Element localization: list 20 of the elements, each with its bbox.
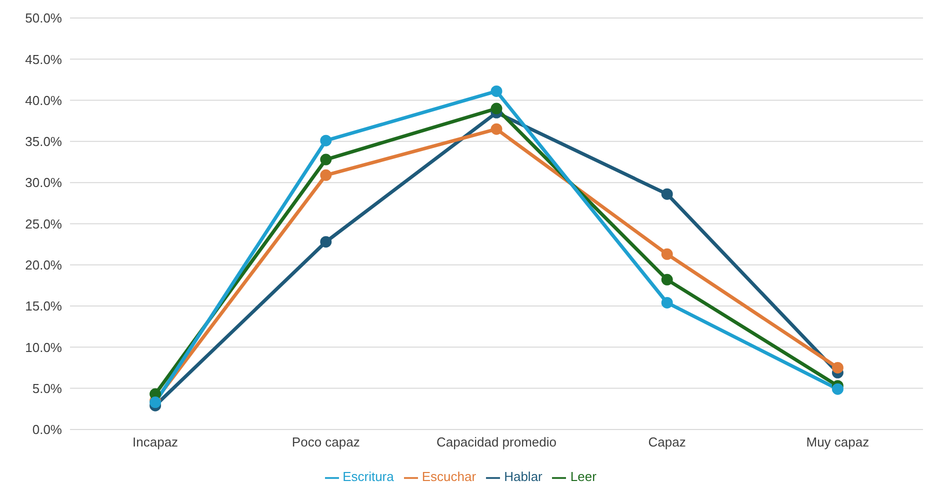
x-tick-label: Muy capaz: [806, 434, 870, 450]
y-tick-label: 30.0%: [25, 175, 62, 190]
y-tick-label: 15.0%: [25, 298, 62, 314]
legend-label: Escuchar: [422, 469, 476, 484]
y-tick-label: 50.0%: [25, 10, 62, 26]
x-tick-label: Capacidad promedio: [436, 434, 556, 450]
y-tick-label: 20.0%: [25, 257, 62, 272]
y-tick-label: 0.0%: [32, 422, 62, 438]
legend-label: Escritura: [342, 469, 394, 484]
legend-label: Hablar: [504, 469, 542, 484]
x-tick-label: Capaz: [648, 434, 686, 450]
y-tick-label: 25.0%: [25, 216, 62, 232]
y-tick-label: 45.0%: [25, 52, 62, 67]
x-tick-label: Poco capaz: [292, 434, 360, 450]
y-tick-label: 35.0%: [25, 134, 62, 150]
y-tick-label: 40.0%: [25, 92, 62, 108]
x-tick-label: Incapaz: [132, 434, 178, 450]
legend-label: Leer: [570, 469, 596, 484]
y-tick-label: 10.0%: [25, 340, 62, 355]
y-tick-label: 5.0%: [32, 380, 62, 396]
